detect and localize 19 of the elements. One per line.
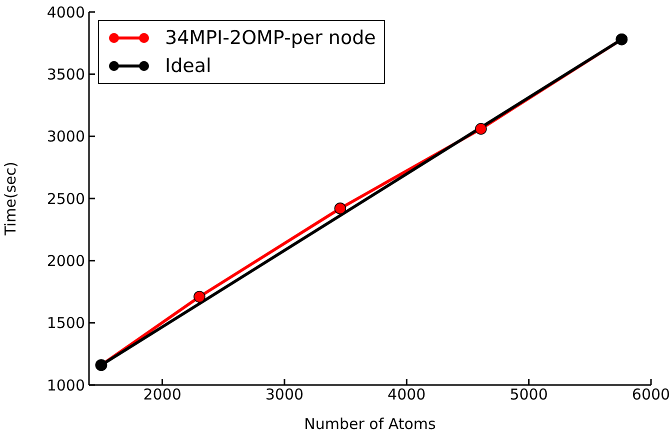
y-tick-label: 1000 bbox=[46, 376, 85, 394]
y-tick-label: 3500 bbox=[46, 65, 85, 84]
point bbox=[334, 202, 346, 214]
point bbox=[194, 290, 206, 303]
y-axis-title: Time(sec) bbox=[1, 162, 20, 236]
legend-label: Ideal bbox=[165, 55, 212, 77]
x-tick-label: 6000 bbox=[632, 386, 670, 404]
x-tick-label: 3000 bbox=[265, 386, 304, 404]
legend-label: 34MPI-2OMP-per node bbox=[165, 27, 376, 49]
y-tick-label: 1500 bbox=[46, 314, 85, 332]
y-tick-label: 2000 bbox=[46, 252, 85, 270]
x-axis-title: Number of Atoms bbox=[304, 415, 436, 433]
x-tick-label: 2000 bbox=[143, 386, 182, 404]
y-tick-label: 2500 bbox=[46, 190, 85, 208]
y-tick-label: 4000 bbox=[46, 3, 85, 22]
x-tick-label: 5000 bbox=[510, 386, 548, 404]
point bbox=[475, 122, 487, 135]
y-tick-label: 3000 bbox=[46, 128, 85, 146]
x-tick-label: 4000 bbox=[388, 386, 426, 404]
